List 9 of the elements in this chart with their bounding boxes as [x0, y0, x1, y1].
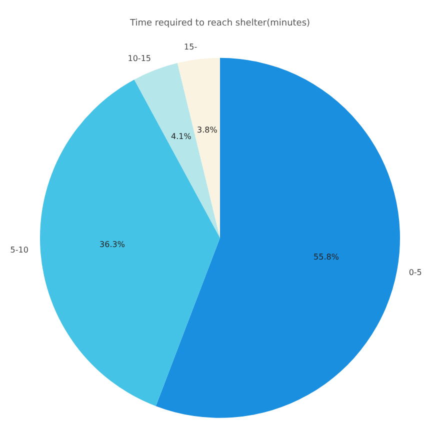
slice-label: 5-10 [10, 246, 28, 255]
data-label: 3.8% [196, 126, 218, 135]
data-label: 55.8% [314, 252, 340, 262]
slice-label: 0-5 [408, 268, 422, 277]
slice-label: 10-15 [128, 54, 152, 63]
data-label: 36.3% [100, 240, 126, 250]
slice-label: 15- [184, 42, 198, 52]
chart-title: Time required to reach shelter(minutes) [128, 18, 310, 29]
data-label: 4.1% [171, 132, 192, 142]
